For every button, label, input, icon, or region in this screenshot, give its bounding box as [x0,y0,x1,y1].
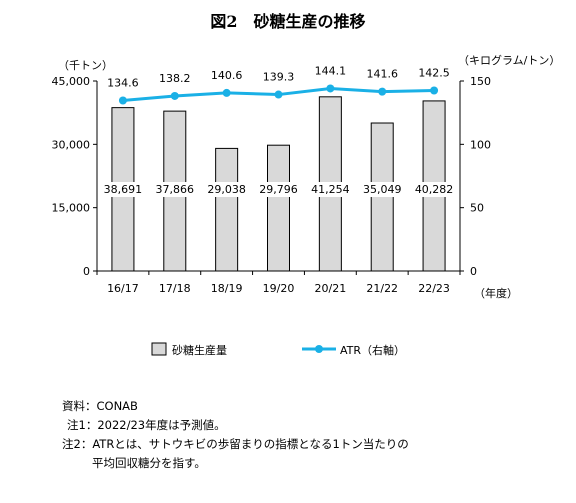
note-2: 注2：ATRとは、サトウキビの歩留まりの指標となる1トン当たりの [62,437,409,451]
line-value-label: 140.6 [211,69,243,82]
atr-point [274,90,283,99]
atr-point [118,96,127,105]
legend-line-marker [315,345,323,353]
bar-value-label: 29,038 [207,183,246,196]
bar-value-label: 29,796 [259,183,298,196]
data-labels: 38,691 37,866 29,038 29,796 41,254 35,049 40,2… [102,64,455,197]
bar-value-label: 37,866 [156,183,195,196]
atr-point [170,91,179,100]
legend-line-label: ATR（右軸） [340,343,405,357]
bar [370,122,394,272]
chart-title: 図2 砂糖生産の推移 [210,12,366,31]
x-tick-label: 19/20 [263,282,295,295]
bar-label-bg [362,182,403,197]
x-tick-label: 20/21 [315,282,347,295]
left-tick-label: 0 [83,265,90,278]
legend: 砂糖生産量 ATR（右軸） [151,342,405,357]
line-value-label: 134.6 [107,77,139,90]
x-tick-label: 18/19 [211,282,243,295]
bar-value-label: 41,254 [311,183,350,196]
atr-point [430,86,439,95]
bar-label-bg [102,182,143,197]
right-tick-label: 150 [470,75,491,88]
line-value-label: 144.1 [315,64,347,77]
line-series [118,84,439,105]
legend-bar-label: 砂糖生産量 [172,343,227,357]
atr-point [222,88,231,97]
bar-value-label: 40,282 [415,183,454,196]
left-tick-label: 15,000 [52,202,91,215]
right-tick-label: 50 [470,202,484,215]
x-tick-label: 21/22 [366,282,398,295]
chart-axes: 0 15,000 30,000 45,000 0 50 100 150 （千トン） （キログラム/… [52,53,561,300]
notes: 資料：CONAB 注1：2022/23年度は予測値。 注2：ATRとは、サトウキ… [62,397,409,473]
bar-label-bg [206,182,247,197]
bar-value-label: 38,691 [104,183,143,196]
right-axis-unit: （キログラム/トン） [458,53,560,67]
bar-value-label: 35,049 [363,183,402,196]
atr-point [378,87,387,96]
line-value-label: 138.2 [159,72,191,85]
line-value-label: 141.6 [366,68,398,81]
bar-label-bg [310,182,351,197]
atr-point [326,84,335,93]
note-1: 注1：2022/23年度は予測値。 [67,418,226,432]
left-axis-unit: （千トン） [58,59,113,72]
line-value-label: 142.5 [418,67,450,80]
x-tick-label: 16/17 [107,282,139,295]
bar-label-bg [154,182,195,197]
left-tick-label: 45,000 [52,75,91,88]
right-tick-label: 100 [470,138,491,151]
left-tick-label: 30,000 [52,138,91,151]
line-value-label: 139.3 [263,71,295,84]
legend-bar-swatch [151,342,167,356]
bar [267,144,290,272]
source-note: 資料：CONAB [62,399,138,413]
x-axis-unit: （年度） [474,286,518,300]
bar-label-bg [258,182,299,197]
bar [215,147,239,272]
x-tick-label: 17/18 [159,282,191,295]
note-2-continued: 平均回収糖分を指す。 [92,456,206,470]
x-tick-label: 22/23 [418,282,450,295]
right-tick-label: 0 [470,265,477,278]
bar-label-bg [414,182,455,197]
